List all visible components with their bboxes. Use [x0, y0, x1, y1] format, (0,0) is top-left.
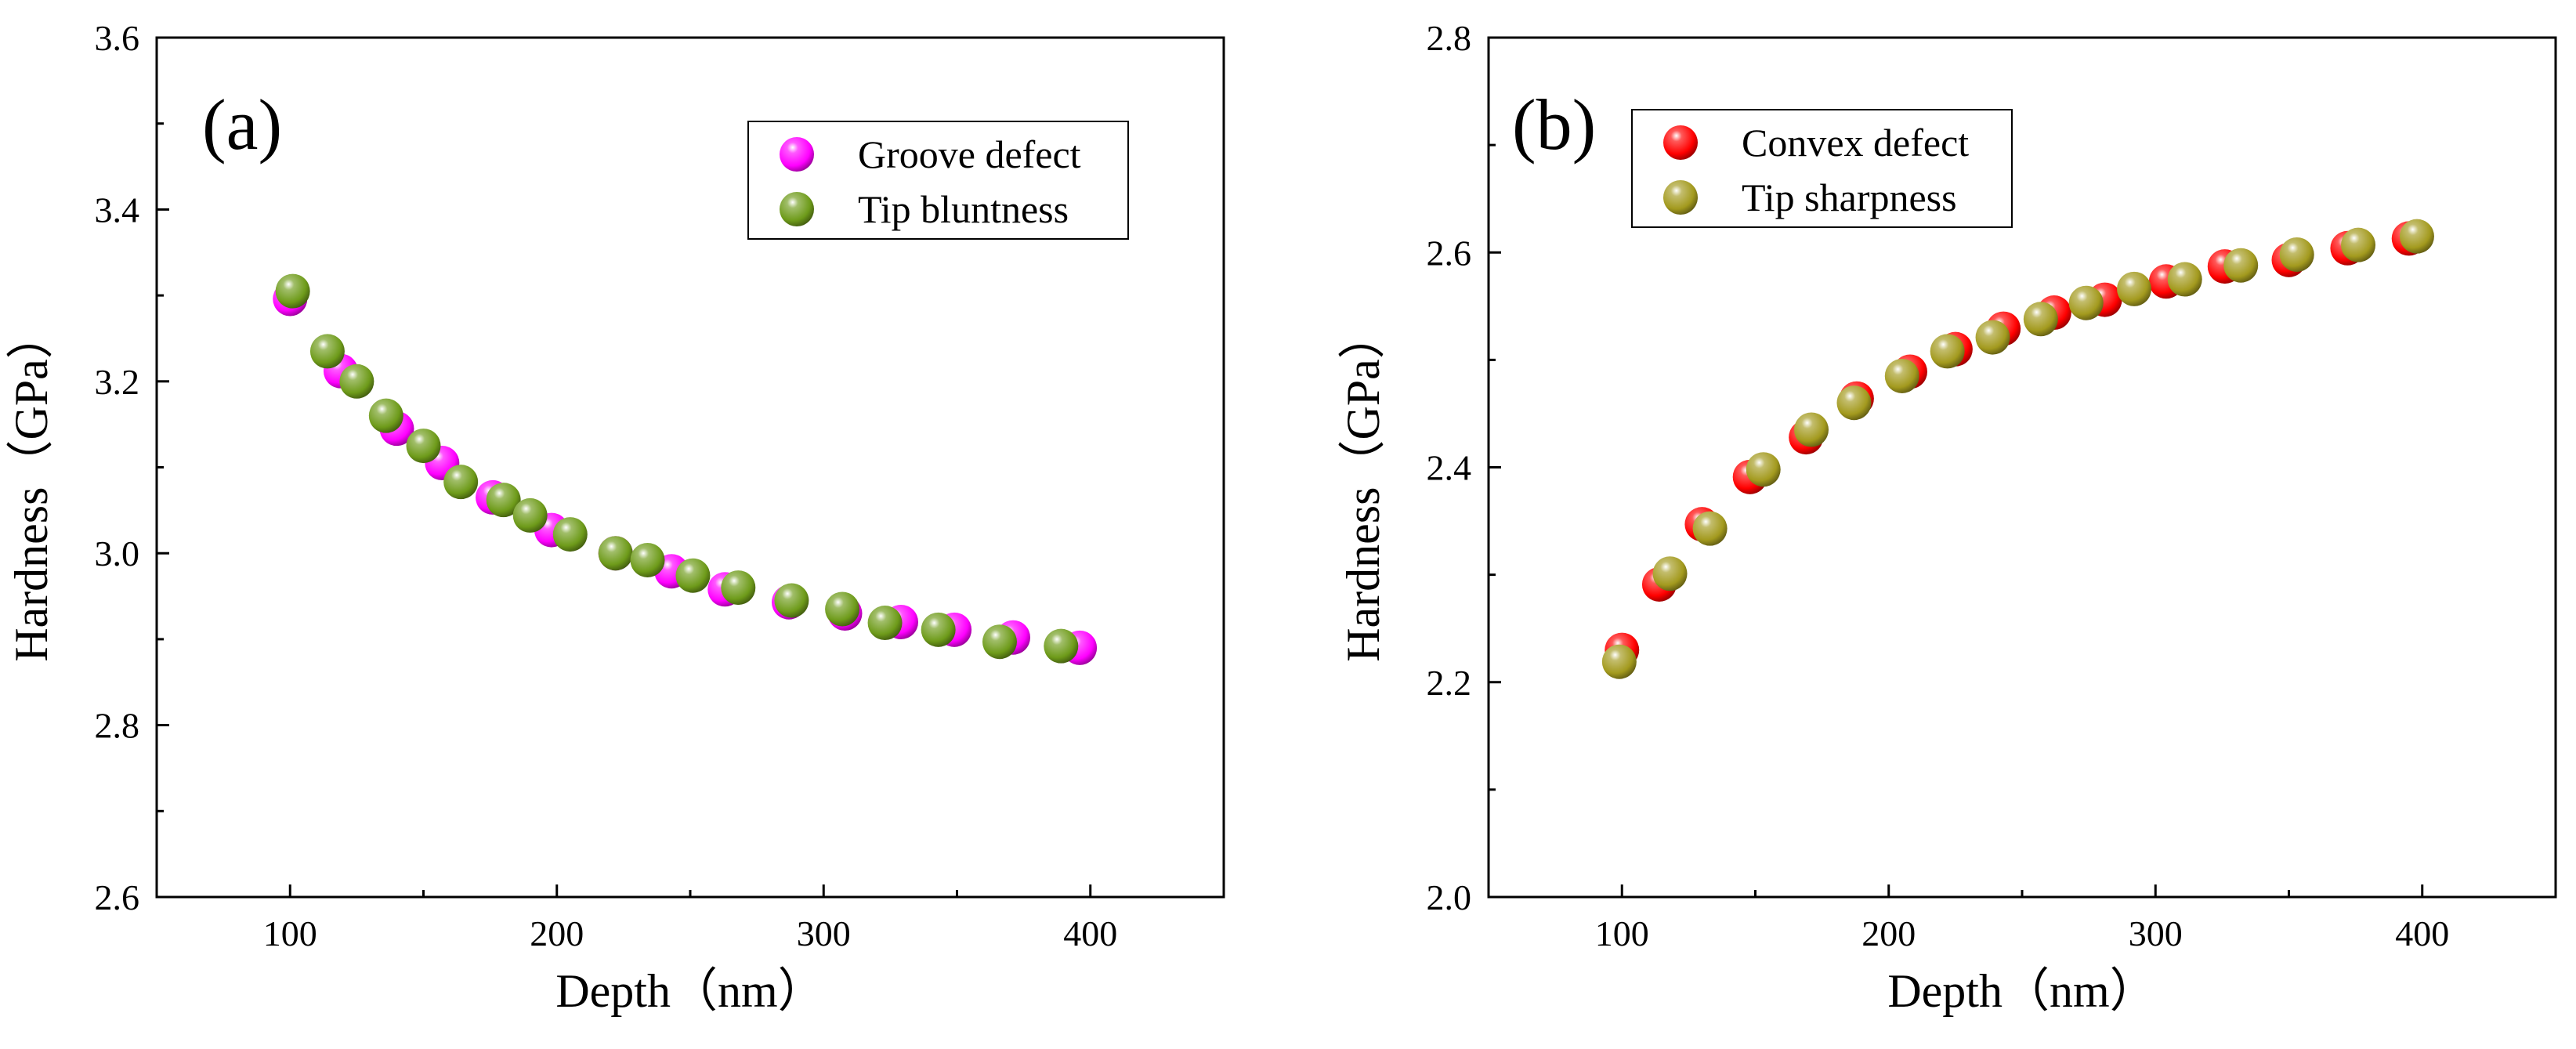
data-point-tip-sharpness — [1930, 334, 1965, 369]
data-point-tip-bluntness — [368, 398, 403, 433]
x-tick-label-b-300: 300 — [2129, 913, 2183, 953]
data-point-tip-bluntness — [982, 624, 1017, 660]
y-tick-label-b-2.4: 2.4 — [1427, 448, 1472, 488]
data-point-tip-bluntness — [512, 497, 548, 533]
x-tick-label-a-100: 100 — [263, 913, 317, 953]
legend-label-tip-bluntness: Tip bluntness — [858, 187, 1069, 231]
data-point-tip-bluntness — [675, 558, 711, 593]
legend-label-convex-defect: Convex defect — [1742, 121, 1969, 165]
series-tip-sharpness — [1601, 219, 2434, 679]
x-tick-label-b-100: 100 — [1595, 913, 1649, 953]
y-tick-label-a-2.8: 2.8 — [95, 706, 140, 746]
data-point-tip-sharpness — [2223, 248, 2259, 283]
y-axis-title-a: Hardness（GPa） — [5, 312, 57, 662]
data-point-tip-bluntness — [1044, 628, 1079, 664]
data-point-tip-sharpness — [1601, 644, 1637, 679]
data-point-tip-sharpness — [1652, 556, 1688, 591]
chart-panel-b: 100 200 300 400 2.0 2.2 2.4 2.6 2.8 (b) Depth（nm… — [1337, 18, 2557, 1017]
legend-marker-tip-sharpness — [1663, 180, 1698, 215]
data-point-tip-sharpness — [2117, 271, 2152, 306]
x-tick-label-b-400: 400 — [2395, 913, 2449, 953]
data-point-tip-bluntness — [825, 591, 860, 627]
legend-box-a — [747, 121, 1129, 240]
y-axis-title-b: Hardness（GPa） — [1337, 312, 1389, 662]
legend-b: Convex defect Tip sharpness — [1631, 109, 2013, 228]
data-point-tip-sharpness — [1975, 320, 2010, 355]
data-point-tip-bluntness — [921, 612, 956, 647]
legend-label-tip-sharpness: Tip sharpness — [1742, 175, 1957, 219]
data-point-tip-sharpness — [1836, 385, 1872, 421]
data-point-tip-bluntness — [598, 536, 633, 571]
legend-label-groove-defect: Groove defect — [858, 132, 1081, 176]
data-point-tip-sharpness — [1884, 358, 1919, 393]
x-axis-title-b: Depth（nm） — [1887, 965, 2156, 1017]
series-convex-defect — [1605, 221, 2426, 667]
x-tick-label-a-400: 400 — [1063, 913, 1117, 953]
legend-marker-convex-defect — [1663, 125, 1698, 160]
x-axis-title-a: Depth（nm） — [555, 965, 824, 1017]
y-tick-label-b-2.8: 2.8 — [1427, 18, 1472, 58]
data-point-tip-sharpness — [1746, 452, 1781, 487]
y-tick-label-a-3.6: 3.6 — [95, 18, 140, 58]
data-point-tip-bluntness — [309, 334, 345, 369]
data-point-tip-bluntness — [867, 606, 903, 641]
data-point-tip-bluntness — [406, 429, 441, 464]
legend-marker-tip-bluntness — [780, 192, 814, 226]
series-groove-defect — [273, 281, 1098, 665]
legend-a: Groove defect Tip bluntness — [747, 121, 1129, 240]
data-point-tip-bluntness — [443, 465, 479, 500]
data-point-tip-sharpness — [1794, 412, 1829, 447]
x-tick-label-a-200: 200 — [530, 913, 584, 953]
x-tick-label-b-200: 200 — [1861, 913, 1916, 953]
data-point-tip-sharpness — [2399, 219, 2434, 254]
y-tick-label-a-2.6: 2.6 — [95, 877, 140, 917]
series-tip-bluntness — [275, 273, 1079, 664]
data-point-tip-sharpness — [2279, 237, 2314, 272]
data-point-tip-bluntness — [552, 517, 588, 552]
data-point-tip-sharpness — [2167, 262, 2202, 297]
legend-marker-groove-defect — [780, 137, 814, 172]
y-tick-label-a-3.4: 3.4 — [95, 190, 140, 230]
data-point-tip-bluntness — [721, 570, 756, 606]
data-point-tip-bluntness — [630, 542, 665, 577]
panel-label-b: (b) — [1512, 85, 1596, 165]
y-tick-label-a-3.0: 3.0 — [95, 534, 140, 573]
y-tick-label-b-2.6: 2.6 — [1427, 233, 1472, 273]
data-point-tip-bluntness — [339, 364, 374, 399]
y-tick-label-b-2.0: 2.0 — [1427, 877, 1472, 917]
data-point-tip-sharpness — [2068, 285, 2104, 320]
y-tick-label-a-3.2: 3.2 — [95, 362, 140, 402]
data-point-tip-sharpness — [1692, 511, 1728, 546]
panel-label-a: (a) — [202, 85, 282, 165]
chart-panel-a: 100 200 300 400 2.6 2.8 3.0 3.2 3.4 3.6 (a) Depth… — [5, 18, 1225, 1017]
x-tick-label-a-300: 300 — [797, 913, 851, 953]
data-point-tip-sharpness — [2023, 302, 2058, 337]
data-point-tip-bluntness — [275, 273, 310, 309]
data-point-tip-bluntness — [486, 483, 521, 518]
data-point-tip-bluntness — [774, 583, 809, 618]
legend-box-b — [1631, 109, 2013, 228]
data-point-tip-sharpness — [2341, 227, 2376, 262]
y-tick-label-b-2.2: 2.2 — [1427, 663, 1472, 703]
